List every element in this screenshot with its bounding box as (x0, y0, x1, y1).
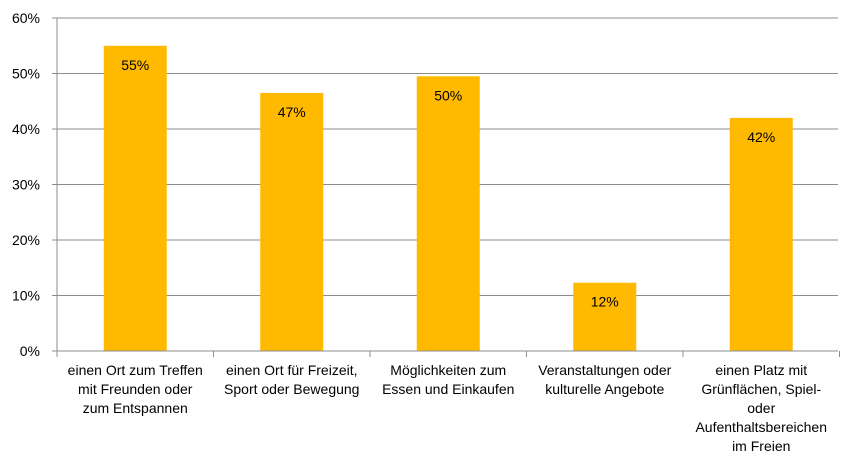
y-tick-label: 10% (12, 288, 40, 304)
x-category-label: einen Ort für Freizeit, Sport oder Bewegu… (214, 361, 371, 399)
x-category-label-line: mit Freunden oder (78, 381, 193, 397)
x-category-label: einen Ort zum Treffen mit Freunden oder zu… (57, 361, 214, 418)
y-tick-label: 60% (12, 10, 40, 26)
y-tick-label: 0% (20, 343, 40, 359)
x-category-label-line: Veranstaltungen oder (538, 362, 672, 378)
bar (573, 282, 637, 351)
x-category-label-line: Möglichkeiten zum (390, 362, 507, 378)
x-category-label-line: Essen und Einkaufen (382, 381, 515, 397)
x-category-label-line: einen Ort für Freizeit, (226, 362, 358, 378)
x-category-label-line: oder (747, 400, 776, 416)
data-label: 47% (278, 104, 306, 120)
bar (729, 117, 793, 352)
y-tick-label: 40% (12, 121, 40, 137)
x-category-label-line: zum Entspannen (82, 400, 188, 416)
bar (260, 92, 324, 352)
x-category-label-line: Aufenthaltsbereichen (695, 419, 828, 435)
data-label: 42% (747, 129, 775, 145)
x-category-label-line: einen Ort zum Treffen (67, 362, 203, 378)
x-category-label: einen Platz mit Grünflächen, Spiel-oder Au… (683, 361, 840, 456)
y-tick-label: 30% (12, 177, 40, 193)
x-category-label-line: kulturelle Angebote (545, 381, 665, 397)
bar (103, 45, 167, 351)
x-category-label-line: Sport oder Bewegung (224, 381, 360, 397)
data-label: 55% (121, 57, 149, 73)
y-tick-label: 50% (12, 66, 40, 82)
x-category-label-line: einen Platz mit (715, 362, 808, 378)
x-category-label: Veranstaltungen oder kulturelle Angebote (527, 361, 684, 399)
bar (416, 76, 480, 352)
x-category-label-line: im Freien (732, 438, 791, 454)
bars (103, 45, 793, 352)
data-label: 12% (591, 294, 619, 310)
x-axis (52, 18, 840, 357)
x-category-label-line: Grünflächen, Spiel- (701, 381, 822, 397)
data-label: 50% (434, 87, 462, 103)
y-tick-label: 20% (12, 232, 40, 248)
y-axis-tick-labels: 0% 10% 20% 30% 40% 50% 60% (12, 10, 40, 359)
x-category-label: Möglichkeiten zum Essen und Einkaufen (370, 361, 527, 399)
data-labels: 55% 47% 50% 12% 42% (121, 57, 775, 310)
